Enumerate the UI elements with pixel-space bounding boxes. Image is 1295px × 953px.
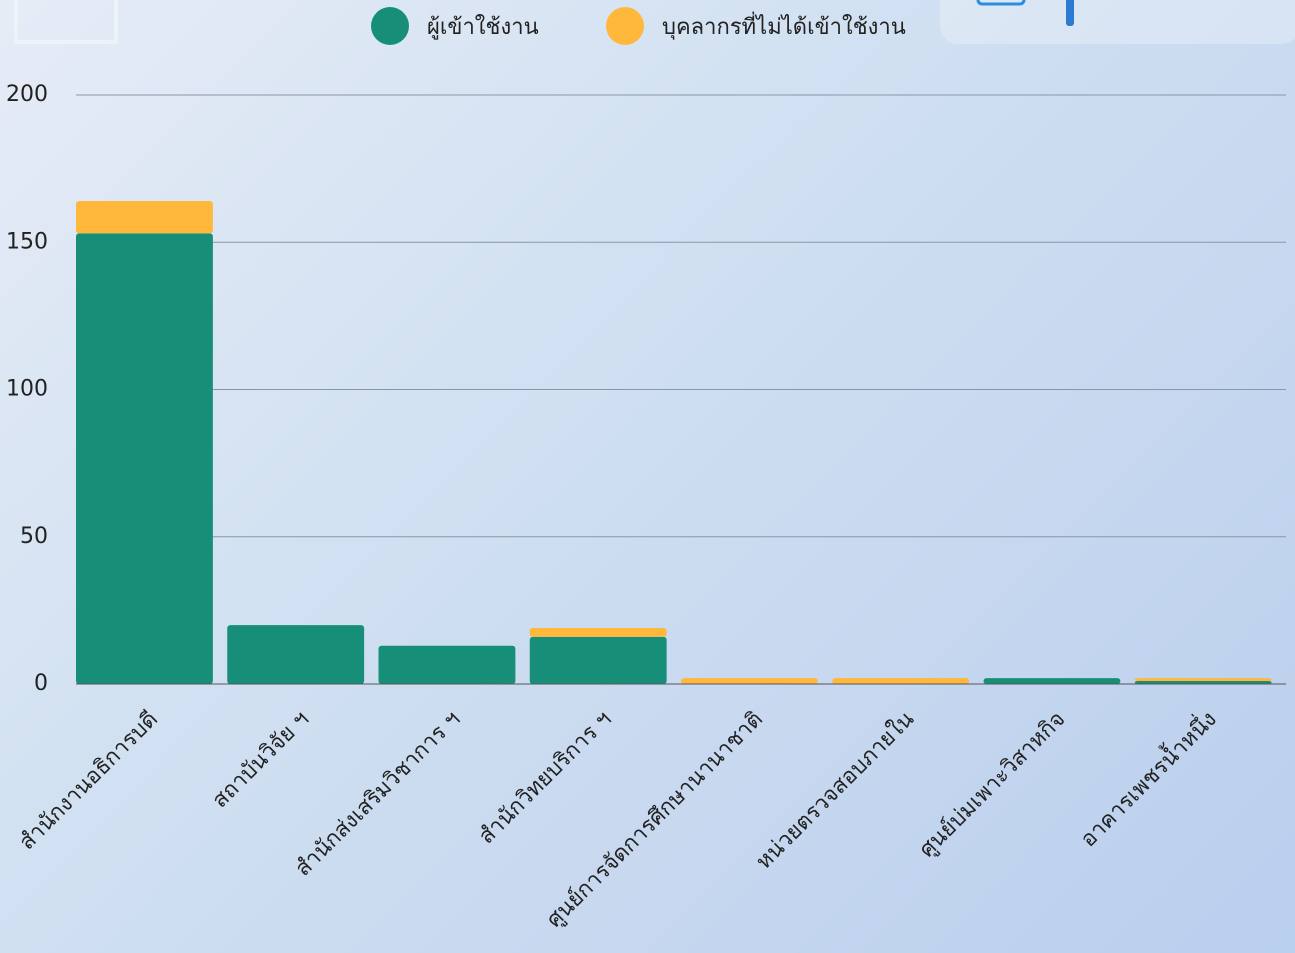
- bar-segment: [76, 233, 213, 685]
- bar-segment: [529, 636, 667, 684]
- bar-segment: [832, 678, 970, 684]
- bar-segment: [1134, 681, 1272, 684]
- y-tick-label: 0: [34, 671, 48, 696]
- top-icon: [976, 0, 1026, 6]
- bar-segment: [529, 628, 667, 637]
- x-tick-label: อาคารเพชรน้ำหนึ่ง: [1073, 704, 1221, 852]
- legend-swatch: [371, 7, 409, 45]
- bar-segment: [681, 678, 818, 684]
- legend-label: บุคลากรที่ไม่ได้เข้าใช้งาน: [662, 11, 906, 40]
- bar-segment: [378, 645, 516, 684]
- y-tick-label: 50: [20, 524, 48, 549]
- x-tick-label: สำนักส่งเสริมวิชาการ ฯ: [291, 707, 466, 882]
- bar-segment: [983, 678, 1121, 684]
- y-tick-label: 200: [6, 82, 48, 107]
- x-tick-label: หน่วยตรวจสอบภายใน: [751, 706, 919, 874]
- y-tick-label: 150: [6, 229, 48, 254]
- bar-segment: [76, 201, 213, 234]
- legend-swatch: [606, 7, 644, 45]
- y-tick-label: 100: [6, 377, 48, 402]
- x-tick-label: สำนักงานอธิการบดี: [15, 707, 163, 855]
- top-panel: [940, 0, 1295, 44]
- bar-segment: [227, 625, 365, 684]
- top-panel: [14, 0, 118, 44]
- x-tick-label: สถาบันวิจัย ฯ: [208, 707, 314, 813]
- x-tick-label: ศูนย์บ่มเพาะวิสาหกิจ: [915, 707, 1071, 863]
- top-icon: [1066, 0, 1074, 26]
- bar-segment: [1134, 678, 1272, 682]
- x-tick-label: สำนักวิทยบริการ ฯ: [474, 707, 616, 849]
- legend-label: ผู้เข้าใช้งาน: [427, 14, 539, 40]
